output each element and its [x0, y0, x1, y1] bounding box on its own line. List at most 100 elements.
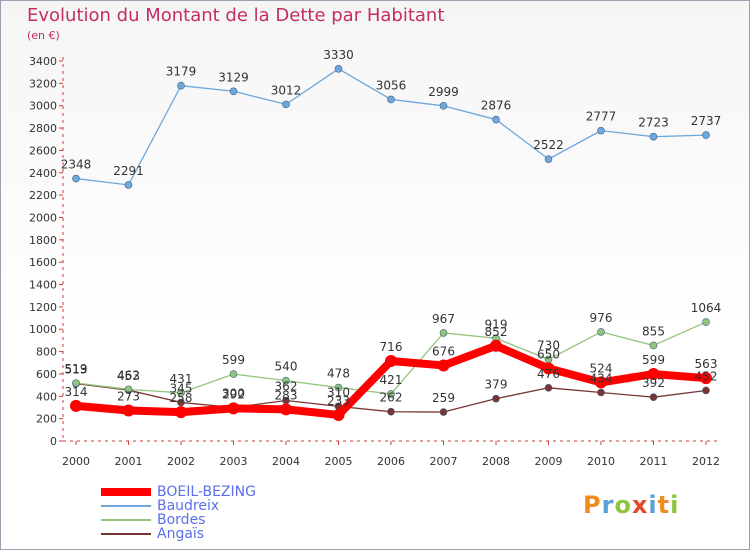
- data-point: [700, 372, 712, 385]
- legend-label: Baudreix: [157, 498, 220, 514]
- proxiti-logo: Proxiti: [583, 491, 680, 519]
- data-label: 919: [485, 317, 508, 331]
- data-label: 421: [380, 373, 403, 387]
- data-point: [439, 408, 448, 416]
- data-label: 563: [695, 357, 718, 371]
- data-point: [122, 404, 135, 417]
- chart-title: Evolution du Montant de la Dette par Hab…: [27, 5, 445, 26]
- x-tick-label: 2004: [272, 455, 300, 468]
- data-point: [387, 95, 395, 104]
- y-tick-label: 1600: [29, 256, 57, 269]
- legend-swatch: [101, 505, 151, 507]
- data-label: 2291: [113, 164, 144, 178]
- x-tick-label: 2001: [115, 455, 143, 468]
- data-label: 2999: [428, 85, 459, 99]
- y-tick-label: 1800: [29, 234, 57, 247]
- data-label: 314: [65, 385, 88, 399]
- legend-label: Bordes: [157, 512, 206, 528]
- data-label: 392: [642, 376, 665, 390]
- data-label: 540: [275, 360, 298, 374]
- data-label: 967: [432, 312, 455, 326]
- data-point: [177, 398, 185, 407]
- data-point: [544, 383, 553, 392]
- data-label: 3129: [218, 70, 249, 84]
- data-label: 462: [117, 368, 140, 382]
- data-point: [72, 174, 80, 183]
- data-label: 2348: [61, 158, 92, 172]
- data-label: 1064: [691, 301, 722, 315]
- y-tick-label: 400: [36, 390, 57, 403]
- x-tick-label: 2010: [587, 455, 615, 468]
- x-tick-label: 2002: [167, 455, 195, 468]
- data-label: 452: [695, 369, 718, 383]
- data-label: 283: [275, 388, 298, 402]
- data-point: [334, 383, 343, 392]
- y-tick-label: 2600: [29, 144, 57, 157]
- y-tick-label: 800: [36, 346, 57, 359]
- data-label: 676: [432, 344, 455, 358]
- y-tick-label: 3200: [29, 77, 57, 90]
- legend-swatch: [101, 519, 151, 521]
- data-label: 730: [537, 338, 560, 352]
- legend-swatch: [101, 533, 151, 535]
- data-point: [439, 329, 448, 337]
- data-point: [332, 408, 345, 421]
- y-tick-label: 2400: [29, 167, 57, 180]
- legend-item: Bordes: [101, 513, 256, 527]
- data-label: 2723: [638, 116, 669, 130]
- data-label: 262: [380, 391, 403, 405]
- data-label: 599: [222, 353, 245, 367]
- data-point: [387, 390, 395, 398]
- data-point: [280, 403, 292, 416]
- y-tick-label: 0: [50, 435, 57, 448]
- data-point: [124, 385, 133, 394]
- data-label: 650: [537, 347, 560, 361]
- data-label: 2737: [691, 114, 722, 128]
- data-label: 292: [222, 387, 245, 401]
- data-label: 345: [170, 381, 193, 395]
- x-tick-label: 2000: [62, 455, 90, 468]
- data-point: [542, 362, 555, 375]
- data-point: [439, 102, 448, 110]
- data-point: [597, 388, 605, 397]
- x-tick-label: 2012: [692, 455, 720, 468]
- data-label: 852: [485, 325, 508, 339]
- data-label: 478: [327, 367, 350, 381]
- data-point: [492, 115, 500, 124]
- data-point: [124, 181, 133, 189]
- data-point: [649, 341, 658, 350]
- data-label: 476: [537, 367, 560, 381]
- x-tick-label: 2005: [325, 455, 353, 468]
- y-tick-label: 200: [36, 413, 57, 426]
- x-tick-label: 2006: [377, 455, 405, 468]
- data-point: [597, 328, 605, 336]
- x-tick-label: 2008: [482, 455, 510, 468]
- data-label: 273: [117, 389, 140, 403]
- x-tick-label: 2003: [220, 455, 248, 468]
- x-tick-label: 2009: [535, 455, 563, 468]
- data-label: 3056: [376, 78, 407, 92]
- data-point: [70, 399, 82, 412]
- data-label: 362: [275, 380, 298, 394]
- data-label: 431: [170, 372, 193, 386]
- data-label: 379: [485, 378, 508, 392]
- legend-label: Angaïs: [157, 526, 205, 542]
- data-label: 524: [590, 361, 613, 375]
- data-point: [385, 354, 397, 367]
- data-label: 300: [222, 386, 245, 400]
- data-point: [597, 126, 605, 135]
- y-tick-label: 1200: [29, 301, 57, 314]
- data-point: [544, 155, 553, 163]
- legend-swatch: [101, 488, 151, 496]
- data-label: 976: [590, 311, 613, 325]
- data-point: [492, 394, 500, 403]
- data-label: 2522: [533, 138, 564, 152]
- data-point: [647, 368, 660, 381]
- data-label: 855: [642, 324, 665, 338]
- data-point: [649, 393, 658, 401]
- data-point: [595, 376, 607, 389]
- data-point: [229, 370, 238, 378]
- data-point: [490, 339, 502, 352]
